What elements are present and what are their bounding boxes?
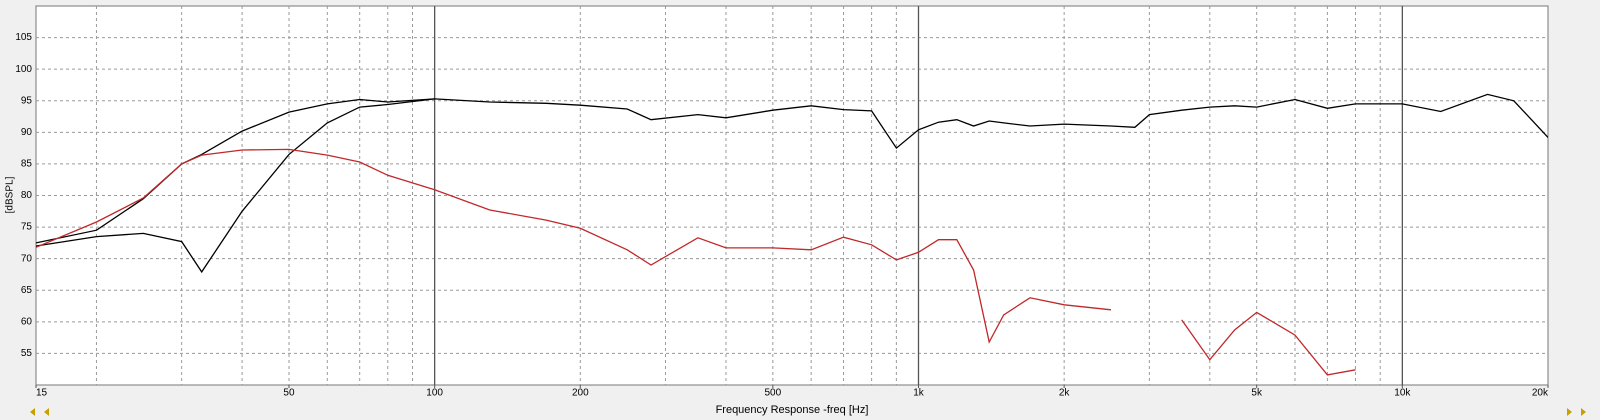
x-tick-label: 100 — [426, 388, 443, 399]
x-axis-label: Frequency Response -freq [Hz] — [716, 404, 869, 416]
y-tick-label: 105 — [15, 32, 32, 43]
x-tick-label: 10k — [1394, 388, 1411, 399]
x-tick-label: 1k — [913, 388, 925, 399]
y-axis-label: [dBSPL] — [5, 176, 16, 213]
x-tick-label: 2k — [1059, 388, 1071, 399]
x-tick-label: 15 — [36, 388, 48, 399]
y-tick-label: 100 — [15, 64, 32, 75]
x-tick-label: 5k — [1251, 388, 1263, 399]
y-tick-label: 85 — [21, 159, 33, 170]
series-line — [36, 98, 435, 274]
series-line — [36, 93, 1548, 244]
y-tick-label: 80 — [21, 190, 33, 201]
x-tick-label: 500 — [765, 388, 782, 399]
y-tick-label: 75 — [21, 222, 33, 233]
series-line — [36, 148, 1356, 376]
x-tick-label: 20k — [1532, 388, 1549, 399]
x-tick-label: 200 — [572, 388, 589, 399]
y-tick-label: 55 — [21, 348, 33, 359]
x-tick-label: 50 — [283, 388, 295, 399]
y-tick-label: 60 — [21, 316, 33, 327]
y-tick-label: 90 — [21, 127, 33, 138]
y-tick-label: 65 — [21, 285, 33, 296]
nav-left[interactable] — [30, 408, 49, 416]
nav-right[interactable] — [1567, 408, 1586, 416]
y-tick-label: 95 — [21, 95, 33, 106]
y-tick-label: 70 — [21, 253, 33, 264]
